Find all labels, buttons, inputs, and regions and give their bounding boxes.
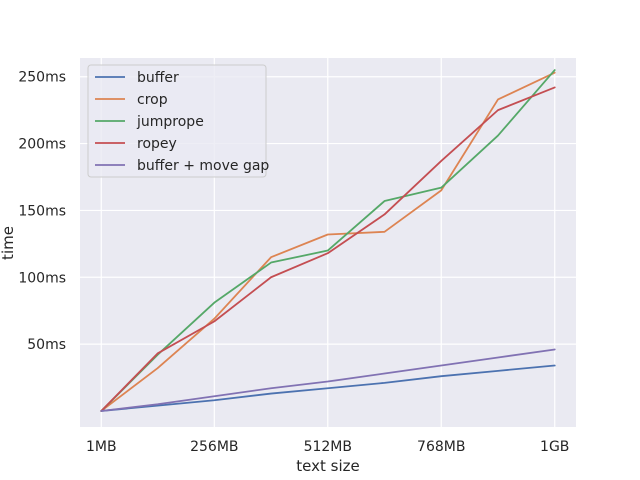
y-tick-label: 50ms xyxy=(27,337,66,353)
y-tick-label: 100ms xyxy=(18,270,66,286)
series-line-crop xyxy=(100,71,556,412)
y-tick-labels: 50ms 100ms 150ms 200ms 250ms xyxy=(18,70,66,353)
x-tick-label: 512MB xyxy=(304,439,352,455)
x-tick-labels: 1MB 256MB 512MB 768MB 1GB xyxy=(86,439,569,455)
legend-label-crop: crop xyxy=(137,92,168,108)
series-lines xyxy=(100,69,556,412)
x-tick-label: 256MB xyxy=(190,439,238,455)
legend-label-buffer: buffer xyxy=(137,70,179,86)
x-tick-label: 1GB xyxy=(540,439,569,455)
series-line-buffer xyxy=(100,364,556,412)
x-axis-label: text size xyxy=(296,457,359,475)
legend-label-ropey: ropey xyxy=(137,136,177,152)
y-axis-label: time xyxy=(0,226,17,260)
legend: buffer crop jumprope ropey buffer + move gap xyxy=(87,64,269,178)
legend-box xyxy=(87,64,267,178)
legend-label-buffer-move-gap: buffer + move gap xyxy=(137,158,269,174)
series-line-buffer-move-gap xyxy=(100,348,556,412)
legend-label-jumprope: jumprope xyxy=(136,114,204,130)
series-line-ropey xyxy=(100,86,556,412)
y-tick-label: 150ms xyxy=(18,203,66,219)
y-tick-label: 200ms xyxy=(18,137,66,153)
x-tick-label: 1MB xyxy=(86,439,117,455)
y-tick-label: 250ms xyxy=(18,70,66,86)
series-line-jumprope xyxy=(100,69,556,412)
x-tick-label: 768MB xyxy=(417,439,465,455)
